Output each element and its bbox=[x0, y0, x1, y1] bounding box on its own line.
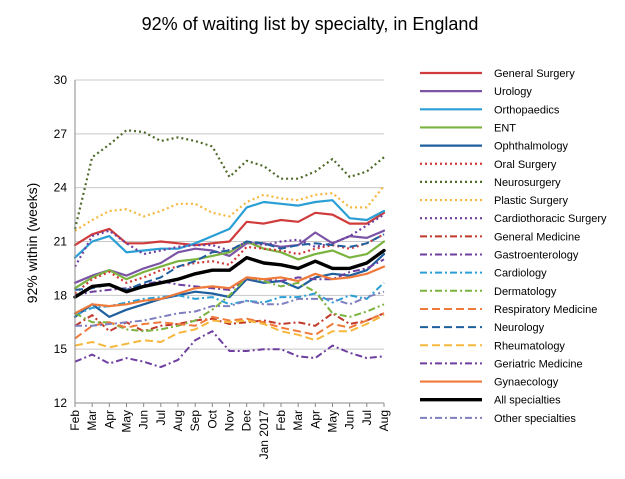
legend-label-10: Gastroenterology bbox=[494, 250, 579, 262]
x-tick-label: May bbox=[120, 410, 134, 433]
series-line-4 bbox=[73, 253, 386, 318]
x-tick-label: Apr bbox=[308, 410, 322, 429]
series-line-17 bbox=[73, 265, 386, 315]
y-tick-label: 24 bbox=[54, 181, 68, 195]
y-tick-label: 21 bbox=[54, 235, 68, 249]
x-tick-label: Oct bbox=[205, 409, 219, 428]
x-tick-label: Sep bbox=[188, 410, 202, 432]
series-line-3 bbox=[73, 240, 386, 290]
series-line-16 bbox=[74, 330, 385, 369]
series-line-15 bbox=[74, 314, 385, 349]
legend-label-1: Urology bbox=[494, 86, 532, 98]
x-tick-label: Jun bbox=[137, 410, 151, 429]
series-line-11 bbox=[74, 282, 385, 317]
series-line-13 bbox=[74, 312, 385, 340]
axes bbox=[74, 80, 384, 404]
x-tick-label: Jul bbox=[360, 410, 374, 425]
legend: General Surgery Urology Orthopaedics ENT Oph… bbox=[420, 68, 607, 425]
legend-label-2: Orthopaedics bbox=[494, 104, 560, 116]
series-line-12 bbox=[74, 276, 385, 333]
chart-title: 92% of waiting list by specialty, in Eng… bbox=[142, 14, 479, 34]
x-tick-label: May bbox=[326, 410, 340, 433]
legend-label-4: Ophthalmology bbox=[494, 141, 568, 153]
x-tick-label: Aug bbox=[377, 410, 391, 431]
legend-label-9: General Medicine bbox=[494, 231, 580, 243]
series-line-7 bbox=[74, 185, 385, 232]
x-tick-label: Mar bbox=[85, 410, 99, 431]
series-line-19 bbox=[75, 290, 385, 327]
x-tick-label: Aug bbox=[171, 410, 185, 431]
series-line-0 bbox=[73, 211, 386, 247]
legend-label-11: Cardiology bbox=[494, 268, 547, 280]
y-tick-label: 12 bbox=[54, 396, 68, 410]
x-tick-label: Dec bbox=[240, 410, 254, 431]
legend-label-17: Gynaecology bbox=[494, 377, 559, 389]
y-tick-label: 30 bbox=[54, 73, 68, 87]
legend-label-13: Respiratory Medicine bbox=[494, 304, 597, 316]
legend-label-0: General Surgery bbox=[494, 68, 575, 80]
x-tick-label: Mar bbox=[291, 410, 305, 431]
series-line-6 bbox=[73, 129, 385, 230]
series-line-5 bbox=[74, 233, 385, 295]
legend-label-15: Rheumatology bbox=[494, 340, 565, 352]
series-line-1 bbox=[73, 229, 386, 284]
series-line-14 bbox=[74, 233, 385, 291]
legend-label-19: Other specialties bbox=[494, 413, 576, 425]
legend-label-6: Neurosurgery bbox=[494, 177, 561, 189]
legend-label-7: Plastic Surgery bbox=[494, 195, 568, 207]
y-axis-label: 92% within (weeks) bbox=[24, 183, 40, 304]
legend-label-8: Cardiothoracic Surgery bbox=[494, 213, 607, 225]
legend-label-18: All specialties bbox=[494, 395, 561, 407]
series-line-18 bbox=[73, 248, 386, 299]
x-tick-label: Apr bbox=[102, 410, 116, 429]
x-tick-label: Feb bbox=[68, 410, 82, 431]
x-tick-label: Nov bbox=[223, 410, 237, 431]
x-tick-label: Jun bbox=[343, 410, 357, 429]
x-tick-label: Feb bbox=[274, 410, 288, 431]
y-tick-label: 15 bbox=[54, 342, 68, 356]
series-line-2 bbox=[73, 199, 386, 259]
y-tick-label: 27 bbox=[54, 127, 68, 141]
x-axis-ticks: Feb Mar Apr May Jun Jul Aug Sep Oct Nov Dec Jan 201… bbox=[68, 403, 391, 459]
y-axis-ticks: 12 15 18 21 24 27 30 bbox=[54, 73, 68, 410]
legend-label-16: Geriatric Medicine bbox=[494, 358, 583, 370]
series-lines bbox=[73, 129, 386, 369]
x-tick-label: Jan 2017 bbox=[257, 410, 271, 460]
legend-label-5: Oral Surgery bbox=[494, 159, 557, 171]
legend-label-12: Dermatology bbox=[494, 286, 557, 298]
series-line-10 bbox=[74, 258, 385, 297]
x-tick-label: Jul bbox=[154, 410, 168, 425]
legend-label-14: Neurology bbox=[494, 322, 545, 334]
legend-label-3: ENT bbox=[494, 122, 516, 134]
y-tick-label: 18 bbox=[54, 288, 68, 302]
